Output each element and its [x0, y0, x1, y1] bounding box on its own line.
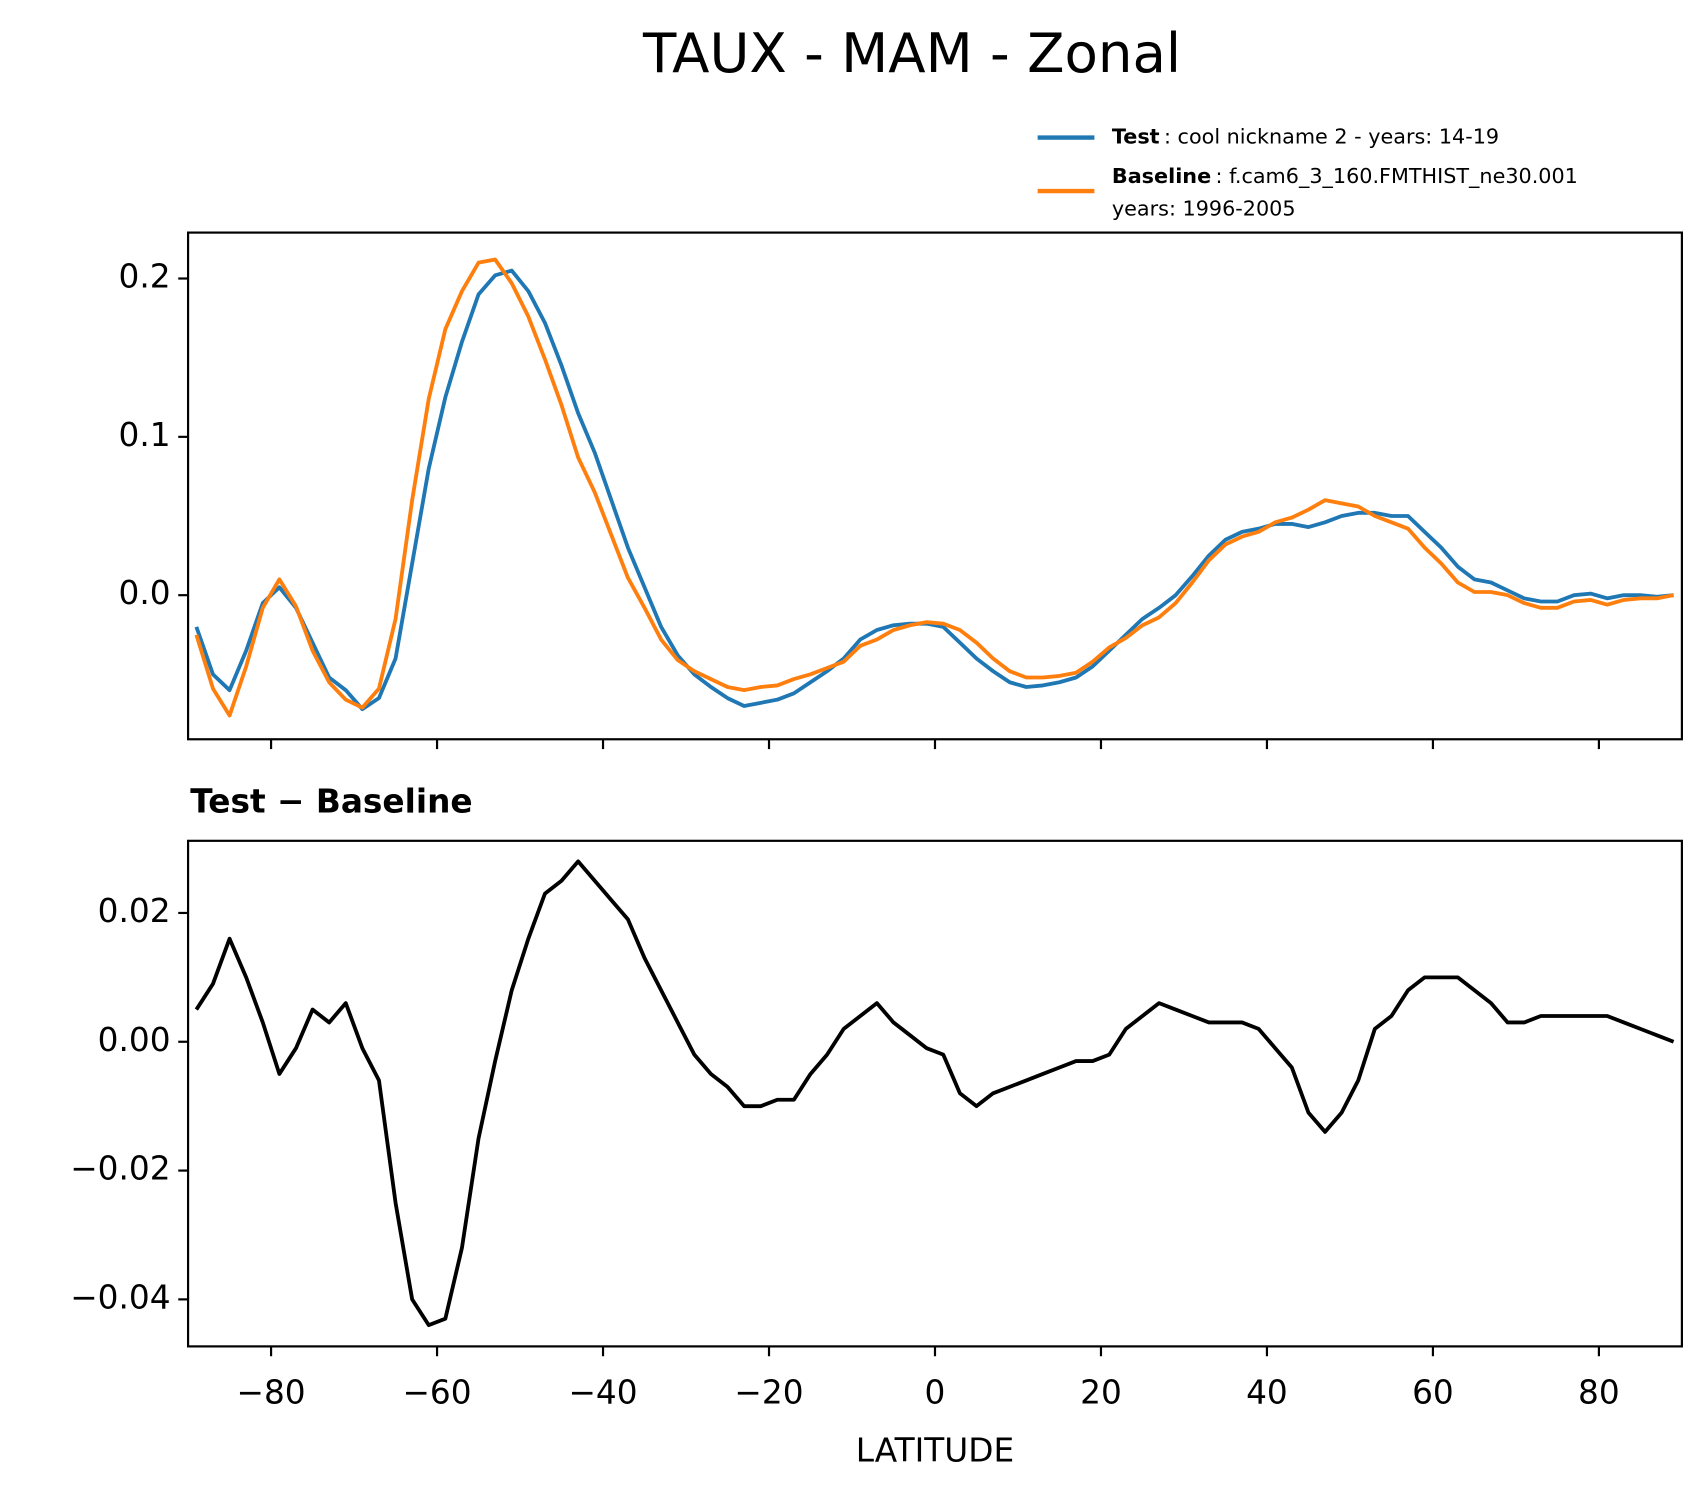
y-tick-label: 0.02: [98, 892, 171, 930]
data-line: [194, 257, 1674, 718]
chart-title: TAUX - MAM - Zonal: [642, 21, 1181, 85]
y-tick-label: 0.00: [98, 1021, 171, 1059]
x-tick-label: 60: [1412, 1373, 1454, 1411]
x-tick-label: 80: [1578, 1373, 1620, 1411]
legend-label: Baseline: f.cam6_3_160.FMTHIST_ne30.001: [1112, 164, 1578, 189]
legend-text: : cool nickname 2 - years: 14-19: [1164, 125, 1499, 149]
x-axis-label: LATITUDE: [856, 1431, 1014, 1469]
panel-title: Test − Baseline: [190, 783, 472, 821]
x-tick-label: −20: [734, 1373, 803, 1411]
legend-name: Baseline: [1112, 164, 1211, 188]
x-tick-label: 20: [1080, 1373, 1122, 1411]
x-tick-label: −60: [402, 1373, 471, 1411]
x-tick-label: −80: [237, 1373, 306, 1411]
y-tick-label: 0.1: [119, 416, 171, 454]
y-tick-label: −0.04: [70, 1278, 170, 1316]
legend-label: Test: cool nickname 2 - years: 14-19: [1112, 125, 1499, 149]
data-line: [194, 859, 1675, 1328]
x-tick-label: 0: [925, 1373, 946, 1411]
legend-name: Test: [1112, 125, 1160, 149]
y-tick-label: 0.2: [119, 258, 171, 296]
legend-text: : f.cam6_3_160.FMTHIST_ne30.001: [1216, 164, 1578, 189]
data-line: [194, 268, 1674, 712]
axes-frame: [186, 231, 1683, 741]
y-tick-label: 0.0: [119, 574, 171, 612]
x-tick-label: −40: [568, 1373, 637, 1411]
y-tick-label: −0.02: [70, 1150, 170, 1188]
x-tick-label: 40: [1246, 1373, 1288, 1411]
legend-label-line: years: 1996-2005: [1112, 197, 1296, 221]
axes-frame: [186, 839, 1683, 1348]
